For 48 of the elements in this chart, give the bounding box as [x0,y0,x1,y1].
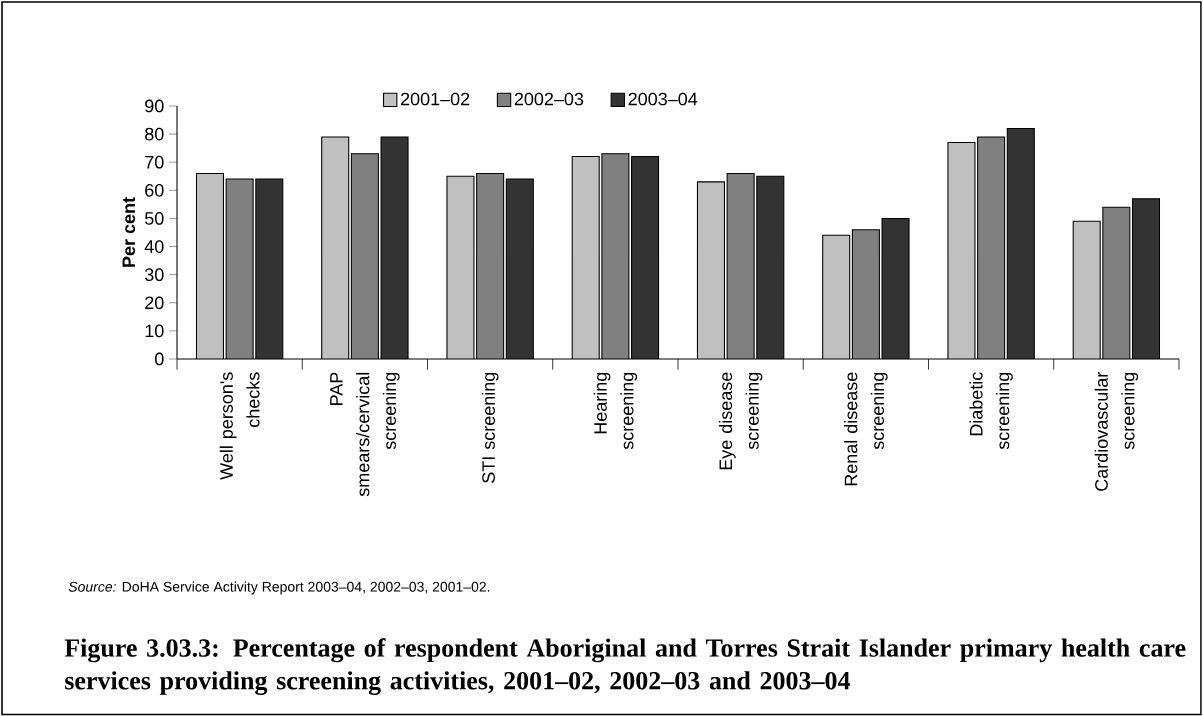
bar [476,173,504,359]
bar [882,218,910,359]
bar [446,176,474,359]
x-tick-label: Cardiovascular screening [1094,372,1139,491]
bar [631,156,659,359]
bar [756,176,784,359]
y-tick-label: 10 [145,324,164,338]
legend-label: 2003–04 [628,92,698,106]
bar [572,156,600,359]
bar [1072,220,1101,359]
bar [727,173,755,359]
bar [321,136,349,359]
legend-label: 2001–02 [400,92,470,106]
y-tick-label: 60 [145,183,164,197]
y-tick-label: 70 [145,155,164,169]
bar [381,136,409,359]
y-tick-label: 90 [145,99,164,113]
bar [1132,198,1161,359]
bar [196,173,224,359]
bar [822,235,850,359]
y-tick-label: 0 [155,352,164,366]
y-tick-label: 40 [144,240,164,253]
bar [697,181,725,359]
text: Source: DoHA Service Activity Report 2003–04, 2002–03, 2001–02. [68,581,490,595]
y-tick-label: 80 [145,127,164,141]
x-tick-label: Eye disease screening [718,372,763,470]
bar [1102,206,1131,359]
bar [1007,128,1035,359]
bar [255,179,283,359]
bar [506,179,534,359]
bar [351,153,379,359]
bar [947,142,975,359]
bar [601,153,629,359]
text: Figure 3.03.3: Percentage of respondent Aboriginal and Torres Strait Islander primary health care services providing screening activities, 2001–02, 2002–03 and 2003–04 [64,638,1186,695]
bar [226,179,254,359]
bar [977,136,1005,359]
x-tick-label: Renal disease screening [844,372,888,486]
y-tick-label: 50 [144,212,164,225]
x-tick-label: Diabetic screening [969,372,1013,450]
y-tick-label: 30 [144,268,164,282]
y-tick-label: 20 [145,296,164,310]
legend-label: 2002–03 [514,92,584,106]
bar [852,229,880,359]
x-tick-label: STI screening [481,372,499,483]
x-tick-label: Hearing screening [593,372,638,450]
y-axis-title: Per cent [122,197,136,267]
x-tick-label: Well person's checks [219,372,260,480]
x-tick-label: PAP smears/cervical screening [330,372,400,497]
